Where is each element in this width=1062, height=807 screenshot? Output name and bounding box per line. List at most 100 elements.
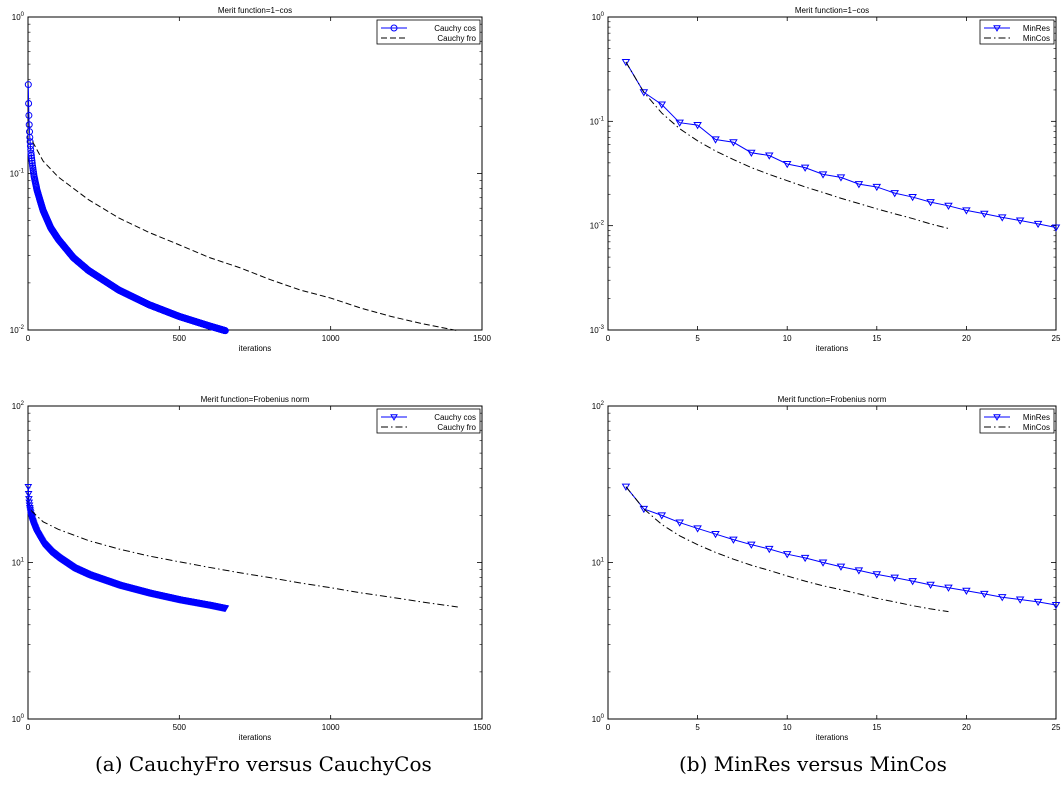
x-tick-label: 10 (783, 334, 792, 343)
chart-2: Merit function=1−cos 0 5 10 15 20 25 100 10-1 10-… (590, 6, 1061, 353)
x-tick-label: 500 (173, 723, 187, 732)
data-point (25, 111, 33, 119)
legend-label: Cauchy cos (434, 413, 476, 422)
data-point (1033, 220, 1043, 229)
x-tick-label: 0 (26, 723, 31, 732)
y-tick-label: 101 (12, 558, 25, 568)
y-tick-label: 10-2 (590, 221, 605, 231)
y-tick-label: 100 (592, 12, 605, 22)
caption-b: (b) MinRes versus MinCos (679, 752, 947, 776)
x-tick-label: 20 (962, 723, 971, 732)
data-point (24, 490, 33, 498)
data-point (747, 149, 756, 157)
legend-marker (993, 414, 1001, 421)
series-mincos (625, 486, 949, 613)
x-tick-label: 25 (1052, 334, 1061, 343)
x-tick-label: 1500 (473, 334, 491, 343)
series-mincos (625, 61, 949, 229)
legend-label: Cauchy fro (437, 423, 476, 432)
data-point (980, 210, 989, 218)
data-point (729, 139, 738, 147)
data-point (962, 587, 971, 595)
series-line (32, 141, 458, 332)
legend-label: Cauchy cos (434, 24, 476, 33)
data-point (621, 59, 631, 67)
series-cauchy-cos (24, 81, 229, 335)
y-tick-label: 100 (12, 714, 25, 724)
data-point (25, 121, 33, 129)
chart-title: Merit function=Frobenius norm (201, 395, 310, 404)
plot-frame (27, 16, 483, 331)
y-tick-label: 10-2 (10, 325, 25, 335)
x-tick-label: 0 (606, 334, 611, 343)
data-point (800, 164, 810, 172)
series-cauchy-fro (32, 141, 458, 332)
x-axis-label: iterations (816, 344, 848, 353)
data-point (621, 483, 631, 491)
legend-label: MinRes (1023, 24, 1050, 33)
x-tick-label: 5 (695, 334, 700, 343)
data-point (221, 327, 229, 335)
data-point (854, 181, 864, 189)
series-line (625, 61, 1057, 229)
data-point (926, 581, 935, 590)
legend-box (376, 19, 481, 45)
series-line (625, 486, 1057, 606)
data-point (872, 183, 882, 192)
data-point (980, 590, 989, 599)
data-point (729, 536, 738, 544)
chart-3: Merit function=Frobenius norm 0 500 1000 150… (12, 395, 492, 742)
data-point (908, 578, 917, 586)
x-tick-label: 1000 (322, 334, 340, 343)
x-axis-label: iterations (816, 733, 848, 742)
data-point (765, 152, 774, 160)
x-tick-label: 10 (783, 723, 792, 732)
data-point (908, 194, 917, 202)
data-point (25, 504, 34, 512)
y-tick-label: 100 (12, 12, 25, 22)
x-tick-label: 1000 (322, 723, 340, 732)
data-point (1051, 224, 1061, 232)
data-point (854, 567, 864, 575)
legend-marker (390, 24, 398, 32)
series-cauchy-fro (30, 510, 458, 608)
data-point (711, 530, 720, 539)
data-point (836, 563, 846, 571)
data-point (711, 136, 720, 144)
y-tick-label: 10-1 (590, 116, 605, 126)
data-point (997, 594, 1007, 602)
data-point (657, 512, 667, 520)
data-point (1015, 217, 1025, 225)
y-tick-label: 102 (592, 401, 605, 411)
y-tick-label: 100 (592, 714, 605, 724)
data-point (26, 133, 34, 141)
data-point (747, 541, 756, 549)
x-tick-label: 1500 (473, 723, 491, 732)
series-line (625, 61, 949, 229)
data-point (962, 207, 971, 215)
data-point (639, 89, 649, 97)
data-point (25, 496, 33, 503)
data-point (765, 545, 774, 554)
data-point (890, 574, 899, 582)
data-point (28, 159, 36, 167)
data-point (1051, 601, 1061, 610)
legend-marker (390, 414, 398, 421)
data-point (818, 559, 828, 567)
series-minres (621, 483, 1061, 610)
legend-label: MinCos (1023, 423, 1050, 432)
plot-frame (27, 405, 483, 720)
data-point (890, 190, 899, 198)
data-point (675, 119, 684, 127)
plot-frame (607, 405, 1057, 720)
data-point (997, 214, 1007, 222)
legend-label: MinCos (1023, 34, 1050, 43)
legend-box (979, 19, 1055, 45)
plot-frame (607, 16, 1057, 331)
y-tick-label: 10-3 (590, 325, 605, 335)
y-tick-label: 10-1 (10, 169, 25, 179)
chart-1: Merit function=1−cos 0 500 1000 1500 100 10-1 1… (10, 6, 492, 353)
caption-a: (a) CauchyFro versus CauchyCos (95, 752, 432, 776)
